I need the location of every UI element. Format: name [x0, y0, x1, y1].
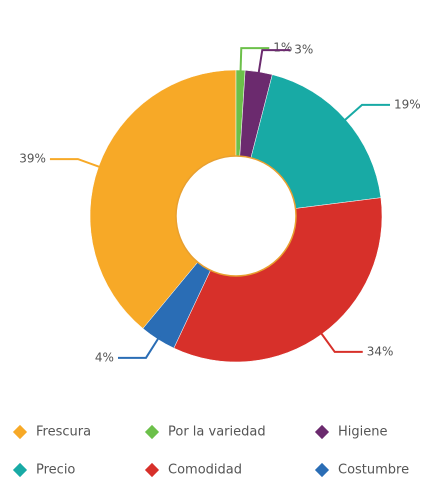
- leader-line: [117, 335, 161, 359]
- legend-label: Costumbre: [338, 463, 409, 478]
- legend-swatch: [314, 462, 330, 478]
- legend-label: Comodidad: [168, 463, 242, 478]
- legend-swatch: [12, 462, 28, 478]
- legend-swatch: [314, 424, 330, 440]
- legend-swatch: [144, 424, 160, 440]
- leader-line: [341, 103, 391, 123]
- leader-line: [49, 158, 103, 169]
- legend-label: Higiene: [338, 425, 388, 440]
- leader-line: [257, 49, 291, 76]
- leader-line: [239, 47, 270, 75]
- legend-swatch: [12, 424, 28, 440]
- data-label: 3%: [294, 43, 313, 57]
- leader-line: [318, 330, 363, 353]
- legend-label: Frescura: [36, 425, 91, 440]
- legend-swatch: [144, 462, 160, 478]
- data-label: 39%: [19, 152, 46, 166]
- data-label: 1%: [273, 41, 292, 55]
- data-label: 19%: [394, 97, 421, 111]
- data-label: 4%: [95, 350, 114, 364]
- legend-label: Por la variedad: [168, 425, 266, 440]
- donut-hole-ring: [175, 155, 297, 277]
- data-label: 34%: [367, 344, 394, 358]
- legend-label: Precio: [36, 463, 75, 478]
